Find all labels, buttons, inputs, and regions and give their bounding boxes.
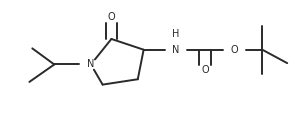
Text: N: N (172, 45, 180, 55)
Text: O: O (108, 12, 115, 22)
Text: O: O (231, 45, 238, 55)
Text: O: O (201, 65, 209, 75)
Text: H: H (172, 29, 180, 39)
Text: N: N (87, 59, 94, 69)
